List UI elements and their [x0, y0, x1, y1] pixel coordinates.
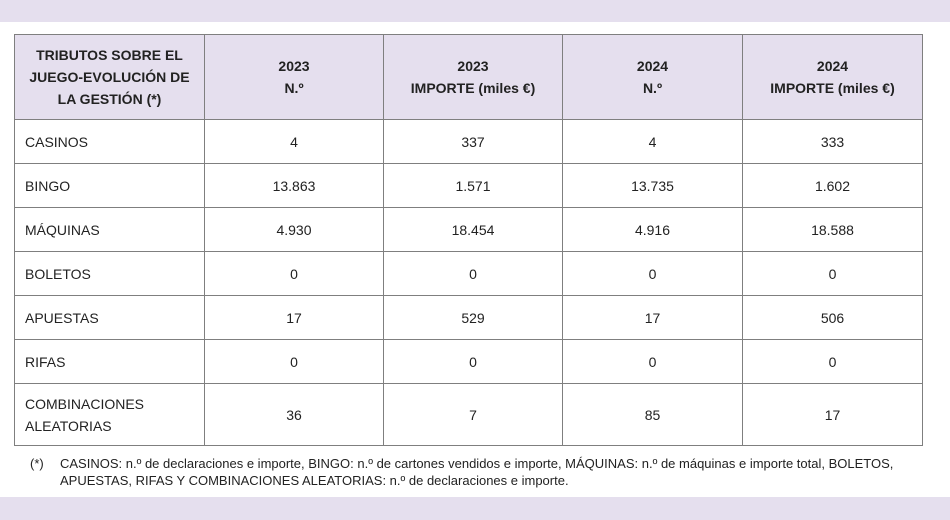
cell-2023-amount: 0 [383, 251, 563, 296]
cell-2023-amount: 7 [383, 383, 563, 446]
bottom-band [0, 497, 950, 520]
row-label: CASINOS [14, 119, 205, 164]
table-row-boletos: BOLETOS 0 0 0 0 [14, 251, 923, 296]
cell-2023-amount: 0 [383, 339, 563, 384]
cell-2024-amount: 506 [742, 295, 923, 340]
header-label: N.º [284, 80, 304, 96]
header-year: 2023 [278, 58, 310, 74]
header-year: 2024 [636, 58, 669, 74]
table-header-row: TRIBUTOS SOBRE EL JUEGO-EVOLUCIÓN DE LA … [14, 34, 923, 120]
cell-2024-count: 85 [562, 383, 743, 446]
header-concept: TRIBUTOS SOBRE EL JUEGO-EVOLUCIÓN DE LA … [14, 34, 205, 120]
cell-2024-amount: 333 [742, 119, 923, 164]
cell-2024-count: 13.735 [562, 163, 743, 208]
header-2024-count: 2024 N.º [562, 34, 743, 120]
header-2023-count: 2023 N.º [204, 34, 384, 120]
header-2023-amount: 2023 IMPORTE (miles €) [383, 34, 563, 120]
footnote: (*) CASINOS: n.º de declaraciones e impo… [30, 455, 945, 489]
cell-2024-count: 4 [562, 119, 743, 164]
cell-2024-amount: 1.602 [742, 163, 923, 208]
cell-2024-count: 17 [562, 295, 743, 340]
header-2024-amount: 2024 IMPORTE (miles €) [742, 34, 923, 120]
gaming-tax-table: TRIBUTOS SOBRE EL JUEGO-EVOLUCIÓN DE LA … [14, 34, 923, 446]
cell-2023-amount: 1.571 [383, 163, 563, 208]
cell-2024-amount: 0 [742, 251, 923, 296]
row-label-line: ALEATORIAS [25, 417, 112, 434]
table-row-apuestas: APUESTAS 17 529 17 506 [14, 295, 923, 340]
footnote-mark: (*) [30, 456, 44, 471]
row-label: MÁQUINAS [14, 207, 205, 252]
cell-2023-amount: 337 [383, 119, 563, 164]
row-label-line: COMBINACIONES [25, 395, 145, 412]
row-label: COMBINACIONES ALEATORIAS [14, 383, 205, 446]
cell-2023-count: 0 [204, 339, 384, 384]
header-label: IMPORTE (miles €) [410, 80, 536, 96]
header-concept-line: JUEGO-EVOLUCIÓN DE [29, 69, 190, 85]
row-label: RIFAS [14, 339, 205, 384]
cell-2024-amount: 17 [742, 383, 923, 446]
cell-2023-amount: 529 [383, 295, 563, 340]
cell-2023-count: 4.930 [204, 207, 384, 252]
cell-2023-count: 0 [204, 251, 384, 296]
row-label: BOLETOS [14, 251, 205, 296]
cell-2024-amount: 18.588 [742, 207, 923, 252]
cell-2023-count: 4 [204, 119, 384, 164]
row-label: BINGO [14, 163, 205, 208]
header-year: 2023 [457, 58, 489, 74]
table-row-combinaciones: COMBINACIONES ALEATORIAS 36 7 85 17 [14, 383, 923, 446]
header-year: 2024 [816, 58, 849, 74]
row-label: APUESTAS [14, 295, 205, 340]
cell-2023-count: 13.863 [204, 163, 384, 208]
cell-2023-count: 17 [204, 295, 384, 340]
table-row-casinos: CASINOS 4 337 4 333 [14, 119, 923, 164]
header-concept-line: LA GESTIÓN (*) [57, 91, 162, 107]
cell-2024-count: 4.916 [562, 207, 743, 252]
header-label: IMPORTE (miles €) [770, 80, 895, 96]
cell-2024-count: 0 [562, 251, 743, 296]
footnote-text: CASINOS: n.º de declaraciones e importe,… [60, 456, 894, 488]
header-label: N.º [642, 80, 663, 96]
table-row-maquinas: MÁQUINAS 4.930 18.454 4.916 18.588 [14, 207, 923, 252]
cell-2024-count: 0 [562, 339, 743, 384]
table-row-rifas: RIFAS 0 0 0 0 [14, 339, 923, 384]
cell-2024-amount: 0 [742, 339, 923, 384]
cell-2023-count: 36 [204, 383, 384, 446]
top-band [0, 0, 950, 22]
cell-2023-amount: 18.454 [383, 207, 563, 252]
table-row-bingo: BINGO 13.863 1.571 13.735 1.602 [14, 163, 923, 208]
header-concept-line: TRIBUTOS SOBRE EL [36, 47, 183, 63]
